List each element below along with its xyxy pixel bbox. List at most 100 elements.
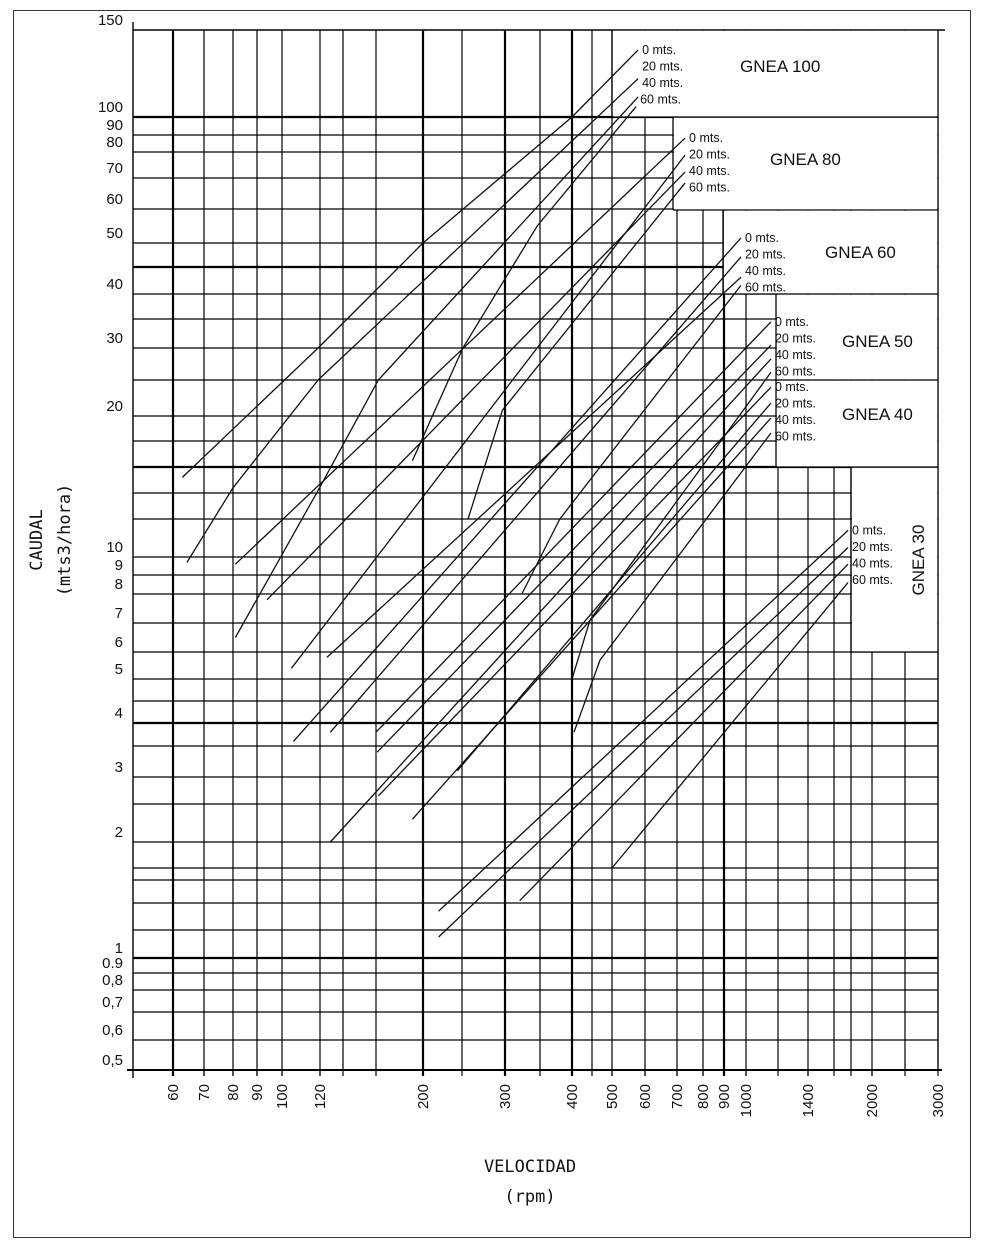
pump-curve-gnea-80-40m bbox=[266, 171, 686, 601]
legend-box bbox=[673, 117, 938, 210]
curve-head-label: 20 mts. bbox=[745, 247, 786, 261]
pump-curve-gnea-100-20m bbox=[186, 78, 639, 563]
pump-model-label: GNEA 80 bbox=[770, 150, 841, 169]
x-tick-label: 1000 bbox=[738, 1084, 755, 1117]
pump-curve-gnea-60-60m bbox=[521, 284, 742, 595]
curve-head-label: 20 mts. bbox=[642, 60, 683, 74]
y-tick-label: 60 bbox=[106, 191, 123, 208]
y-tick-label: 9 bbox=[115, 557, 123, 574]
y-tick-label: 70 bbox=[106, 160, 123, 177]
curve-head-label: 40 mts. bbox=[642, 76, 683, 90]
pump-curve-gnea-30-60m bbox=[611, 582, 849, 869]
y-axis-title: CAUDAL bbox=[27, 509, 47, 570]
curve-head-label: 60 mts. bbox=[745, 280, 786, 294]
y-tick-label: 150 bbox=[98, 12, 123, 29]
curve-head-label: 40 mts. bbox=[852, 556, 893, 570]
x-tick-label: 2000 bbox=[864, 1084, 881, 1117]
legend-box bbox=[776, 294, 938, 380]
y-tick-label: 0.9 bbox=[102, 955, 123, 972]
x-tick-label: 600 bbox=[637, 1084, 654, 1109]
curve-head-label: 0 mts. bbox=[745, 231, 779, 245]
pump-curve-gnea-30-0m bbox=[438, 529, 849, 912]
legend-box bbox=[776, 380, 938, 467]
x-tick-label: 400 bbox=[564, 1084, 581, 1109]
pump-model-label: GNEA 50 bbox=[842, 332, 913, 351]
pump-model-label: GNEA 30 bbox=[909, 525, 928, 596]
pump-curve-gnea-30-20m bbox=[438, 547, 849, 938]
x-axis-unit: (rpm) bbox=[504, 1187, 555, 1207]
curve-head-label: 0 mts. bbox=[852, 523, 886, 537]
pump-curve-gnea-40-60m bbox=[573, 432, 772, 733]
y-tick-label: 50 bbox=[106, 225, 123, 242]
x-tick-label: 100 bbox=[274, 1084, 291, 1109]
y-tick-label: 90 bbox=[106, 117, 123, 134]
x-tick-label: 80 bbox=[225, 1084, 242, 1101]
curve-head-label: 40 mts. bbox=[689, 164, 730, 178]
pump-curve-gnea-30-40m bbox=[519, 563, 849, 902]
y-tick-label: 0,5 bbox=[102, 1052, 123, 1069]
x-tick-label: 500 bbox=[604, 1084, 621, 1109]
y-tick-label: 100 bbox=[98, 99, 123, 116]
y-tick-label: 7 bbox=[115, 605, 123, 622]
x-tick-label: 900 bbox=[716, 1084, 733, 1109]
legend-box bbox=[612, 30, 938, 117]
x-tick-label: 200 bbox=[415, 1084, 432, 1109]
curve-head-label: 0 mts. bbox=[775, 380, 809, 394]
x-tick-label: 800 bbox=[695, 1084, 712, 1109]
curve-head-label: 40 mts. bbox=[775, 413, 816, 427]
curve-head-label: 0 mts. bbox=[642, 43, 676, 57]
x-tick-label: 3000 bbox=[930, 1084, 947, 1117]
y-tick-label: 8 bbox=[115, 576, 123, 593]
pump-model-label: GNEA 40 bbox=[842, 405, 913, 424]
pump-curve-gnea-80-20m bbox=[290, 154, 686, 669]
y-tick-label: 4 bbox=[115, 705, 123, 722]
x-tick-label: 300 bbox=[497, 1084, 514, 1109]
pump-curve-gnea-60-20m bbox=[329, 256, 742, 733]
pump-curve-gnea-100-40m bbox=[234, 96, 639, 638]
y-tick-label: 20 bbox=[106, 398, 123, 415]
y-tick-label: 10 bbox=[106, 539, 123, 556]
y-tick-label: 80 bbox=[106, 134, 123, 151]
x-tick-label: 700 bbox=[669, 1084, 686, 1109]
y-tick-label: 0,7 bbox=[102, 994, 123, 1011]
legend-box bbox=[723, 210, 938, 294]
pump-curve-gnea-60-0m bbox=[292, 237, 742, 742]
pump-curve-gnea-40-0m bbox=[377, 386, 772, 797]
curve-head-label: 20 mts. bbox=[689, 148, 730, 162]
y-tick-label: 5 bbox=[115, 661, 123, 678]
x-tick-label: 120 bbox=[312, 1084, 329, 1109]
pump-curve-gnea-50-20m bbox=[376, 344, 772, 753]
y-tick-label: 1 bbox=[115, 940, 123, 957]
pump-curve-gnea-50-40m bbox=[329, 358, 772, 843]
pump-curve-gnea-100-0m bbox=[181, 49, 639, 478]
pump-curve-gnea-40-40m bbox=[411, 417, 772, 820]
curve-head-label: 60 mts. bbox=[852, 573, 893, 587]
pump-model-label: GNEA 100 bbox=[740, 57, 820, 76]
curve-head-label: 20 mts. bbox=[852, 540, 893, 554]
x-axis-title: VELOCIDAD bbox=[484, 1157, 576, 1177]
curve-head-label: 20 mts. bbox=[775, 397, 816, 411]
curve-head-label: 40 mts. bbox=[745, 264, 786, 278]
curve-head-label: 60 mts. bbox=[640, 93, 681, 107]
legend-box bbox=[851, 467, 938, 652]
y-axis-unit: (mts3/hora) bbox=[55, 484, 75, 597]
x-tick-label: 60 bbox=[165, 1084, 182, 1101]
curve-head-label: 0 mts. bbox=[689, 131, 723, 145]
y-tick-label: 30 bbox=[106, 330, 123, 347]
y-tick-label: 0,6 bbox=[102, 1022, 123, 1039]
pump-curve-gnea-60-40m bbox=[326, 276, 742, 658]
curve-head-label: 60 mts. bbox=[775, 430, 816, 444]
y-tick-label: 0,8 bbox=[102, 972, 123, 989]
pump-curve-gnea-50-0m bbox=[375, 321, 772, 733]
curve-head-label: 20 mts. bbox=[775, 331, 816, 345]
curve-head-label: 60 mts. bbox=[775, 364, 816, 378]
chart-frame bbox=[13, 10, 971, 1238]
curve-head-label: 40 mts. bbox=[775, 348, 816, 362]
pump-model-label: GNEA 60 bbox=[825, 243, 896, 262]
y-tick-label: 3 bbox=[115, 759, 123, 776]
pump-curve-gnea-80-60m bbox=[467, 182, 686, 520]
x-tick-label: 70 bbox=[196, 1084, 213, 1101]
y-tick-label: 6 bbox=[115, 634, 123, 651]
curve-head-label: 0 mts. bbox=[775, 315, 809, 329]
